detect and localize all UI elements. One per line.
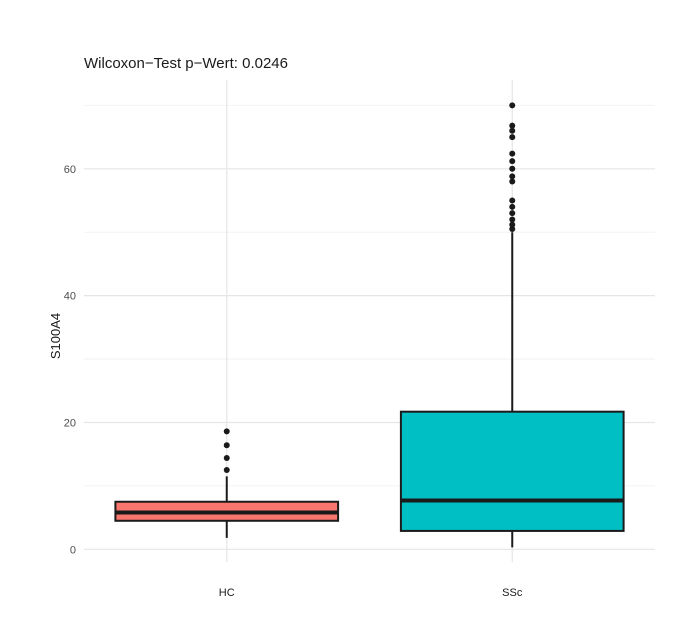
x-tick-label: SSc: [502, 587, 523, 599]
outlier-point: [223, 454, 230, 461]
label-layer: 0 20 40 60 HC SSc: [64, 164, 523, 599]
outlier-point: [509, 150, 516, 157]
box-layer: [114, 102, 625, 548]
outlier-point: [509, 122, 516, 129]
y-tick-label: 40: [64, 291, 76, 303]
outlier-point: [509, 216, 516, 223]
y-tick-label: 20: [64, 417, 76, 429]
outlier-point: [223, 442, 230, 449]
box-ssc: [399, 410, 625, 532]
outlier-point: [509, 221, 516, 228]
x-tick-label: HC: [219, 587, 235, 599]
outlier-point: [509, 178, 516, 185]
outlier-point: [509, 203, 516, 210]
chart-title: Wilcoxon−Test p−Wert: 0.0246: [84, 55, 288, 72]
outlier-point: [223, 428, 230, 435]
outlier-point: [509, 210, 516, 217]
outlier-point: [509, 173, 516, 180]
y-tick-label: 60: [64, 164, 76, 176]
outlier-point: [509, 197, 516, 204]
outlier-point: [509, 226, 516, 233]
outlier-point: [509, 102, 516, 109]
outlier-point: [509, 134, 516, 141]
outlier-point: [509, 165, 516, 172]
y-axis-title: S100A4: [48, 313, 63, 359]
outlier-point: [223, 467, 230, 474]
outlier-point: [509, 158, 516, 165]
y-tick-label: 0: [70, 544, 76, 556]
outlier-point: [509, 127, 516, 134]
